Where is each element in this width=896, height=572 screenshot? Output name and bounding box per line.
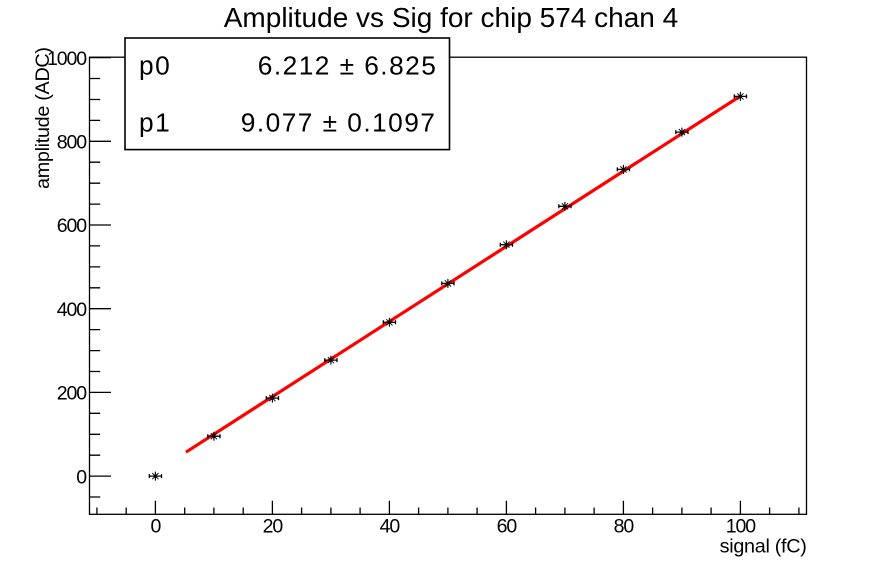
svg-text:p0: p0 xyxy=(139,51,171,81)
svg-text:80: 80 xyxy=(614,516,635,538)
svg-text:200: 200 xyxy=(57,383,87,405)
svg-text:800: 800 xyxy=(57,132,87,154)
svg-text:signal (fC): signal (fC) xyxy=(720,536,807,558)
svg-text:400: 400 xyxy=(57,299,87,321)
svg-text:9.077 ± 0.1097: 9.077 ± 0.1097 xyxy=(241,108,437,138)
svg-text:Amplitude vs Sig for chip 574: Amplitude vs Sig for chip 574 chan 4 xyxy=(224,2,678,33)
svg-text:0: 0 xyxy=(76,466,87,488)
svg-text:p1: p1 xyxy=(139,108,171,138)
svg-text:1000: 1000 xyxy=(47,48,87,70)
svg-text:0: 0 xyxy=(151,516,162,538)
svg-text:6.212 ± 6.825: 6.212 ± 6.825 xyxy=(258,51,438,81)
svg-text:60: 60 xyxy=(497,516,518,538)
svg-text:amplitude (ADC): amplitude (ADC) xyxy=(32,47,54,189)
svg-text:40: 40 xyxy=(380,516,401,538)
svg-text:600: 600 xyxy=(57,215,87,237)
svg-text:100: 100 xyxy=(726,516,756,538)
svg-text:20: 20 xyxy=(263,516,284,538)
